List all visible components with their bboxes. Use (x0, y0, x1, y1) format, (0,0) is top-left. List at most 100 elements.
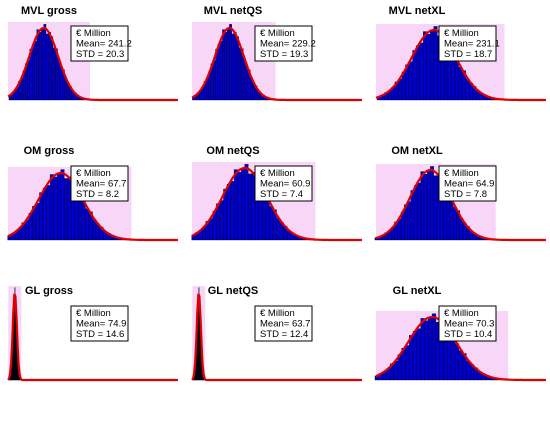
stats-box (70, 25, 129, 62)
histogram-bar (459, 218, 464, 241)
stats-line: Mean= 229.2 (260, 39, 316, 50)
stats-box (438, 25, 497, 62)
histogram-bar (415, 45, 420, 101)
stats-line: Mean= 67.7 (76, 179, 126, 190)
panel-title: OM netQS (206, 145, 259, 157)
stats-box (70, 165, 129, 202)
histogram-bar (50, 36, 54, 101)
stats-line: STD = 8.2 (76, 189, 119, 200)
panel-title: MVL gross (21, 5, 77, 17)
histogram-bar (64, 178, 68, 241)
histogram-bar (31, 44, 35, 101)
histogram-bar (213, 60, 216, 101)
histogram-bar (466, 360, 471, 381)
stats-line: STD = 18.7 (444, 49, 492, 60)
histogram-bar (226, 184, 231, 241)
histogram-bar (60, 169, 65, 241)
stats-line: Mean= 64.9 (444, 179, 494, 190)
histogram-bar (39, 192, 44, 241)
panel-title: MVL netQS (204, 5, 262, 17)
panel-title: GL gross (25, 285, 73, 297)
stats-line: € Million (260, 308, 295, 319)
fit-curve (375, 28, 546, 102)
histogram-bar (34, 41, 37, 101)
histogram-bar (410, 190, 415, 241)
histogram-bar (243, 58, 246, 101)
histogram-bar (49, 174, 54, 241)
histogram-bar (46, 185, 51, 241)
histogram-bar (419, 42, 424, 101)
stats-line: STD = 14.6 (76, 329, 124, 340)
histogram-bar (217, 44, 221, 101)
histogram-bar (42, 187, 47, 241)
histogram-bar (57, 58, 61, 101)
histogram-bar (269, 206, 274, 241)
fit-curve (375, 315, 546, 382)
histogram-bar (229, 24, 232, 101)
stats-line: Mean= 63.7 (260, 319, 310, 330)
stats-line: Mean= 241.2 (76, 39, 132, 50)
panel-title: OM gross (24, 145, 75, 157)
stats-box (254, 165, 313, 202)
histogram-bar (222, 29, 225, 101)
histogram-bar (408, 61, 413, 101)
fit-curve (7, 293, 178, 382)
histogram-bar (238, 47, 242, 101)
stats-line: € Million (76, 28, 111, 39)
histogram-bar (233, 32, 237, 101)
histogram-bar (53, 176, 58, 241)
histogram-bar (417, 182, 421, 241)
histogram-bar (453, 207, 457, 241)
histogram-bar (420, 171, 425, 241)
stats-box (254, 25, 313, 62)
histogram-bar (426, 171, 431, 241)
stats-line: STD = 19.3 (260, 49, 308, 60)
stats-line: STD = 20.3 (76, 49, 124, 60)
histogram-bar (45, 33, 49, 101)
histogram-bar (407, 201, 411, 241)
histogram-bar (56, 174, 61, 241)
fit-curve (7, 171, 178, 242)
histogram-bar (35, 203, 40, 241)
histogram-bar (454, 343, 459, 381)
histogram-bar (27, 60, 31, 101)
histogram-bar (413, 185, 418, 241)
stats-line: € Million (260, 28, 295, 39)
fit-curve (7, 26, 178, 102)
fit-curve (191, 26, 362, 102)
histogram-bar (240, 169, 245, 241)
histogram-bar (405, 345, 410, 381)
stats-box (438, 165, 497, 202)
histogram-bar (92, 219, 97, 241)
histogram-bar (398, 78, 403, 101)
stats-line: € Million (444, 168, 479, 179)
histogram-bar (412, 331, 418, 381)
histogram-bar (41, 29, 44, 101)
stats-box (254, 305, 313, 342)
stats-line: STD = 7.8 (444, 189, 487, 200)
histogram-bar (25, 219, 30, 241)
stats-line: € Million (444, 308, 479, 319)
histogram-bar (48, 32, 51, 101)
histogram-bar (423, 173, 428, 241)
histogram-bar (424, 320, 429, 381)
histogram-bar (209, 218, 214, 241)
histogram-bar (36, 29, 40, 101)
histogram-bar (231, 33, 235, 101)
histogram-bar (43, 24, 47, 101)
histogram-bar (458, 67, 463, 101)
histogram-bar (236, 36, 239, 101)
histogram-bar (454, 59, 459, 101)
histogram-bar (219, 41, 223, 101)
histogram-bar (244, 164, 249, 241)
histogram-bar (426, 33, 431, 101)
histogram-bar (412, 50, 417, 101)
histogram-bar (219, 200, 224, 241)
